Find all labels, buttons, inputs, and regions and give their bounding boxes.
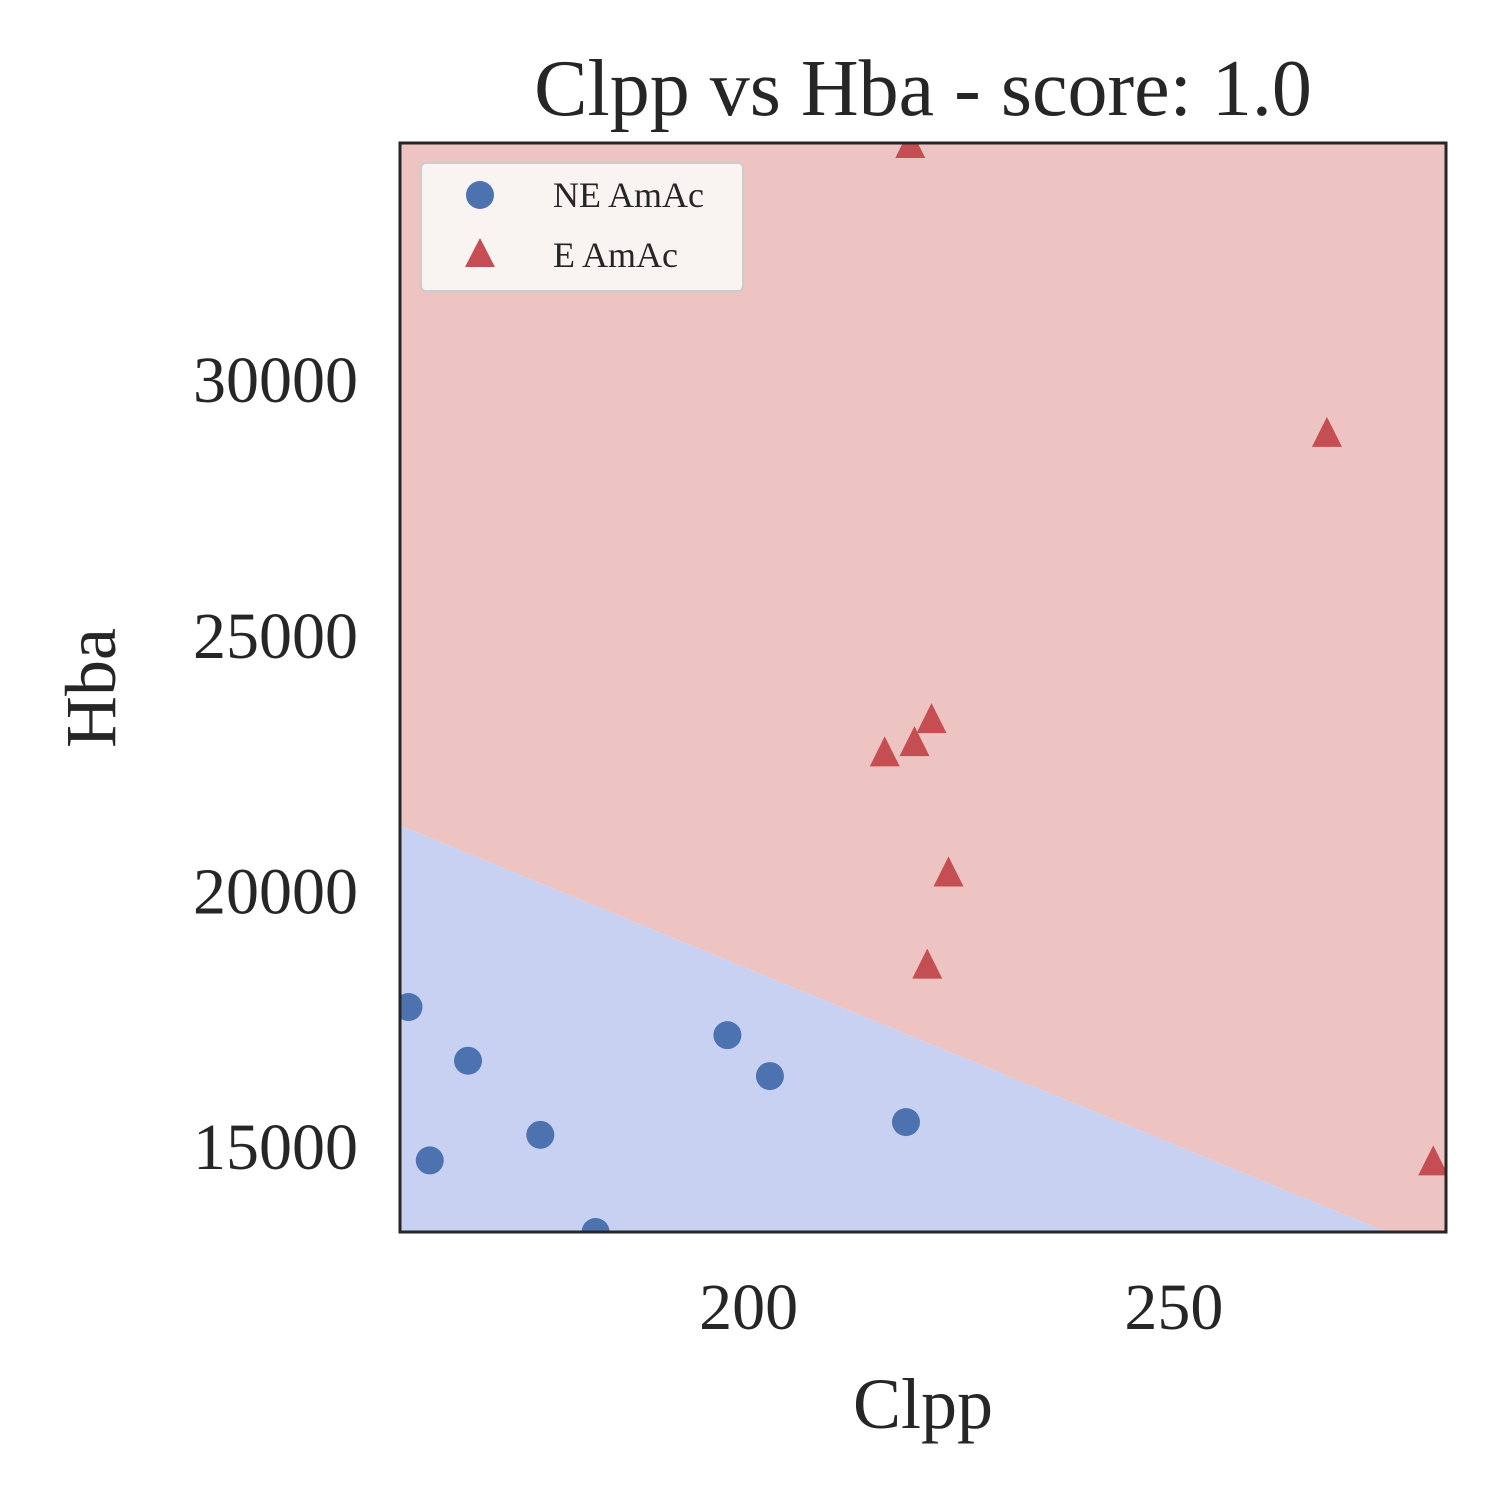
y-tick-label-30000: 30000 [193,344,358,417]
data-point-ne-amac-2 [454,1046,483,1075]
data-point-e-amac-4 [933,856,964,887]
data-point-ne-amac-4 [581,1218,610,1232]
x-tick-label-250: 250 [1124,1271,1223,1344]
x-axis-label: Clpp [853,1364,993,1444]
plot-frame [398,141,1448,1234]
data-point-e-amac-5 [912,948,943,979]
data-point-e-amac-6 [1311,416,1342,447]
y-tick-label-15000: 15000 [193,1111,358,1184]
decision-region-e-amac [400,143,1446,1232]
data-point-e-amac-1 [869,736,900,767]
legend-e-amac-label: E AmAc [553,235,678,275]
data-point-e-amac-7 [1418,1145,1446,1176]
data-point-ne-amac-3 [526,1120,555,1149]
y-tick-label-25000: 25000 [193,600,358,673]
y-axis-label: Hba [51,628,131,748]
legend-ne-amac-label: NE AmAc [553,175,704,215]
data-point-ne-amac-7 [891,1108,920,1137]
data-point-ne-amac-5 [713,1021,742,1050]
x-axis-ticks: 200 250 [699,1271,1223,1344]
legend-e-amac-marker [465,238,495,267]
legend-ne-amac-marker [466,181,494,209]
chart-title: Clpp vs Hba - score: 1.0 [534,45,1312,133]
legend-box [420,162,744,292]
y-tick-label-20000: 20000 [193,855,358,928]
legend: NE AmAc E AmAc [420,162,744,292]
data-point-e-amac-3 [916,703,947,734]
data-point-ne-amac-0 [400,993,423,1022]
decision-region-ne-amac [400,825,1387,1232]
data-point-ne-amac-1 [415,1146,444,1175]
y-axis-ticks: 15000 20000 25000 30000 [193,344,358,1184]
data-point-e-amac-2 [899,726,930,757]
data-point-ne-amac-6 [755,1062,784,1091]
x-tick-label-200: 200 [699,1271,798,1344]
data-point-e-amac-0 [895,143,926,158]
data-points [400,143,1446,1232]
